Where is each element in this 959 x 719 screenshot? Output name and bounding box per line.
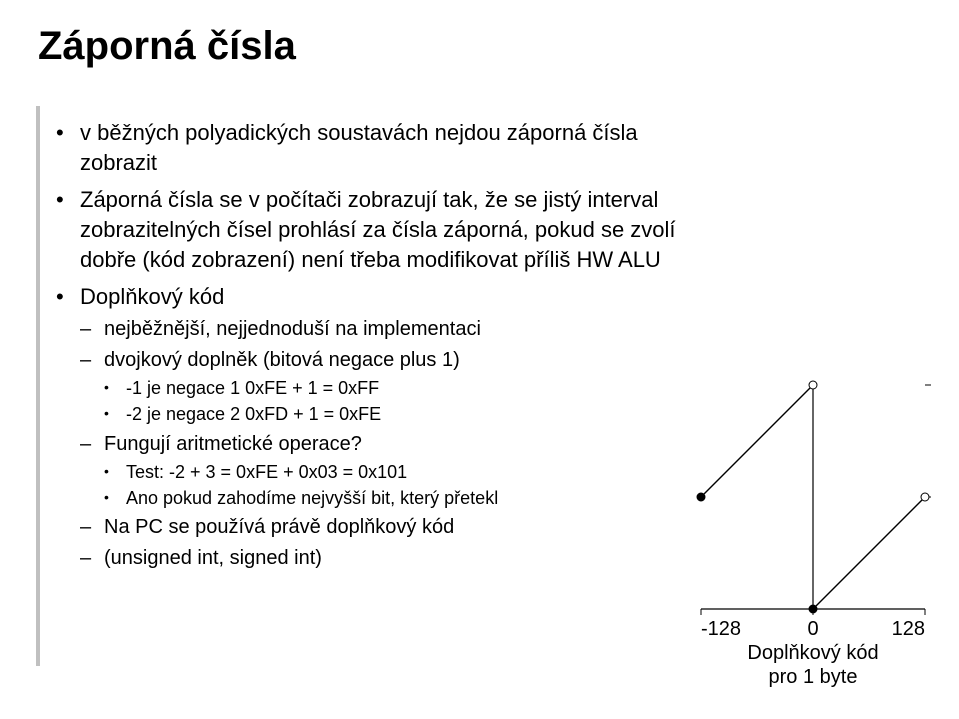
bullet-3-5: (unsigned int, signed int) xyxy=(80,545,696,572)
bullet-3-2-1: -1 je negace 1 0xFE + 1 = 0xFF xyxy=(104,376,696,400)
chart-caption-line1: Doplňkový kód xyxy=(747,642,878,664)
bullet-2: Záporná čísla se v počítači zobrazují ta… xyxy=(56,185,696,274)
bullet-3-4: Na PC se používá právě doplňkový kód xyxy=(80,514,696,541)
svg-text:-128: -128 xyxy=(701,618,741,637)
chart-caption-line2: pro 1 byte xyxy=(769,666,858,688)
svg-text:0: 0 xyxy=(807,618,818,637)
bullet-3-3-2: Ano pokud zahodíme nejvyšší bit, který p… xyxy=(104,486,696,510)
bullet-3-2-sublist: -1 je negace 1 0xFE + 1 = 0xFF -2 je neg… xyxy=(104,376,696,427)
bullet-1: v běžných polyadických soustavách nejdou… xyxy=(56,118,696,177)
svg-text:128: 128 xyxy=(892,618,925,637)
bullet-3-1: nejběžnější, nejjednoduší na implementac… xyxy=(80,316,696,343)
side-rule xyxy=(36,106,40,666)
slide: { "title": "Záporná čísla", "bullets": {… xyxy=(0,0,959,719)
bullet-3-3: Fungují aritmetické operace? Test: -2 + … xyxy=(80,431,696,511)
bullet-3-3-text: Fungují aritmetické operace? xyxy=(104,433,362,455)
bullet-3-2-text: dvojkový doplněk (bitová negace plus 1) xyxy=(104,349,460,371)
bullet-3-text: Doplňkový kód xyxy=(80,284,224,309)
content-area: v běžných polyadických soustavách nejdou… xyxy=(56,118,696,580)
bullet-3-2: dvojkový doplněk (bitová negace plus 1) … xyxy=(80,347,696,427)
chart-caption: Doplňkový kód pro 1 byte xyxy=(693,641,933,689)
bullet-3-3-1: Test: -2 + 3 = 0xFE + 0x03 = 0x101 xyxy=(104,460,696,484)
slide-title: Záporná čísla xyxy=(38,24,296,69)
bullet-3-sublist: nejběžnější, nejjednoduší na implementac… xyxy=(80,316,696,572)
bullet-list: v běžných polyadických soustavách nejdou… xyxy=(56,118,696,572)
bullet-3: Doplňkový kód nejběžnější, nejjednoduší … xyxy=(56,282,696,572)
bullet-3-2-2: -2 je negace 2 0xFD + 1 = 0xFE xyxy=(104,402,696,426)
chart-svg: 128256-1280128 xyxy=(693,377,933,637)
chart-twos-complement: 128256-1280128 Doplňkový kód pro 1 byte xyxy=(693,377,933,689)
bullet-3-3-sublist: Test: -2 + 3 = 0xFE + 0x03 = 0x101 Ano p… xyxy=(104,460,696,511)
